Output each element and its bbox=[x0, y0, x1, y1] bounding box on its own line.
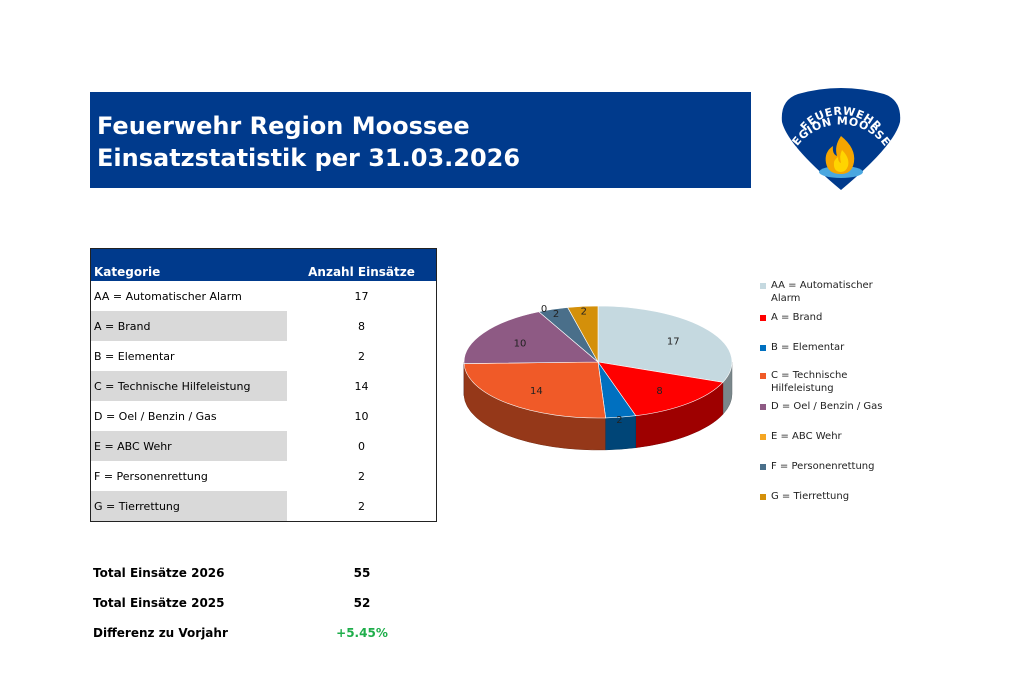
pie-data-label-6: 2 bbox=[553, 309, 559, 320]
legend-label-line: AA = Automatischer bbox=[771, 280, 873, 291]
table-row: B = Elementar 2 bbox=[91, 341, 437, 371]
total-previous-value: 52 bbox=[353, 596, 371, 610]
pie-slice-7 bbox=[567, 305, 599, 364]
legend-swatch bbox=[760, 315, 766, 321]
legend-label: A = Brand bbox=[771, 311, 822, 324]
legend-label: AA = Automatischer Alarm bbox=[771, 279, 873, 305]
title-line-statistics: Einsatzstatistik per 31.03.2026 bbox=[97, 144, 521, 172]
column-header-count: Anzahl Einsätze bbox=[287, 248, 437, 281]
legend-label: C = Technische Hilfeleistung bbox=[771, 369, 847, 395]
row-count: 8 bbox=[358, 319, 365, 333]
row-label: F = Personenrettung bbox=[94, 469, 208, 483]
legend-label-line: E = ABC Wehr bbox=[771, 431, 842, 442]
row-label: B = Elementar bbox=[94, 349, 175, 363]
row-count: 2 bbox=[358, 349, 365, 363]
title-line-organization: Feuerwehr Region Moossee bbox=[97, 112, 470, 140]
pie-slice-0 bbox=[597, 305, 733, 383]
table-row: D = Oel / Benzin / Gas 10 bbox=[91, 401, 437, 431]
logo-flame-inner bbox=[833, 150, 849, 172]
row-label: AA = Automatischer Alarm bbox=[94, 289, 242, 303]
table-row: A = Brand 8 bbox=[90, 311, 437, 341]
pie-data-label-2: 2 bbox=[616, 415, 622, 426]
legend-label: D = Oel / Benzin / Gas bbox=[771, 400, 883, 413]
table-row: E = ABC Wehr 0 bbox=[90, 431, 437, 461]
table-row: F = Personenrettung 2 bbox=[91, 461, 437, 491]
legend-label: B = Elementar bbox=[771, 341, 844, 354]
legend-label-line: G = Tierrettung bbox=[771, 491, 850, 502]
table-row: AA = Automatischer Alarm 17 bbox=[91, 281, 437, 311]
column-header-category: Kategorie bbox=[90, 248, 287, 281]
difference-label: Differenz zu Vorjahr bbox=[93, 626, 228, 640]
table-row: C = Technische Hilfeleistung 14 bbox=[90, 371, 437, 401]
legend-swatch bbox=[760, 464, 766, 470]
row-count: 14 bbox=[354, 379, 369, 393]
legend-label-line: B = Elementar bbox=[771, 342, 845, 353]
statistics-table: Kategorie Anzahl Einsätze AA = Automatis… bbox=[90, 248, 437, 522]
row-count: 2 bbox=[358, 499, 365, 513]
pie-data-label-5: 0 bbox=[541, 304, 547, 315]
row-label: A = Brand bbox=[90, 311, 287, 341]
legend-swatch bbox=[760, 434, 766, 440]
legend-swatch bbox=[760, 345, 766, 351]
row-count: 0 bbox=[358, 439, 365, 453]
pie-data-label-4: 10 bbox=[514, 338, 527, 349]
legend-swatch bbox=[760, 404, 766, 410]
fire-brigade-logo: FEUERWEHR REGION MOOSSEE bbox=[781, 88, 901, 190]
pie-data-label-0: 17 bbox=[667, 337, 680, 348]
table-row: G = Tierrettung 2 bbox=[90, 491, 437, 522]
legend-label-line: Hilfeleistung bbox=[771, 383, 834, 394]
legend-label-line: Alarm bbox=[771, 293, 801, 304]
total-current-value: 55 bbox=[353, 566, 371, 580]
legend-label: F = Personenrettung bbox=[771, 460, 875, 473]
row-count: 2 bbox=[358, 469, 365, 483]
pie-slice-4 bbox=[463, 311, 599, 364]
pie-data-label-1: 8 bbox=[656, 386, 662, 397]
title-banner: Feuerwehr Region Moossee Einsatzstatisti… bbox=[90, 92, 751, 188]
legend-label: G = Tierrettung bbox=[771, 490, 849, 503]
pie-data-label-3: 14 bbox=[530, 386, 543, 397]
total-previous-label: Total Einsätze 2025 bbox=[93, 596, 225, 610]
pie-data-label-7: 2 bbox=[581, 306, 587, 317]
row-label: C = Technische Hilfeleistung bbox=[90, 371, 287, 401]
legend-label-line: C = Technische bbox=[771, 370, 848, 381]
legend-label-line: D = Oel / Benzin / Gas bbox=[771, 401, 883, 412]
pie-slice-1 bbox=[597, 361, 724, 417]
total-current-label: Total Einsätze 2026 bbox=[93, 566, 225, 580]
row-label: D = Oel / Benzin / Gas bbox=[94, 409, 217, 423]
row-count: 10 bbox=[354, 409, 369, 423]
row-label: E = ABC Wehr bbox=[90, 431, 287, 461]
row-count: 17 bbox=[354, 289, 369, 303]
legend-swatch bbox=[760, 283, 766, 289]
pie-slice-3 bbox=[463, 361, 606, 419]
legend-swatch bbox=[760, 373, 766, 379]
difference-value: +5.45% bbox=[336, 626, 388, 640]
row-label: G = Tierrettung bbox=[90, 491, 287, 522]
legend-label-line: A = Brand bbox=[771, 312, 823, 323]
legend-label: E = ABC Wehr bbox=[771, 430, 842, 443]
legend-label-line: F = Personenrettung bbox=[771, 461, 875, 472]
legend-swatch bbox=[760, 494, 766, 500]
